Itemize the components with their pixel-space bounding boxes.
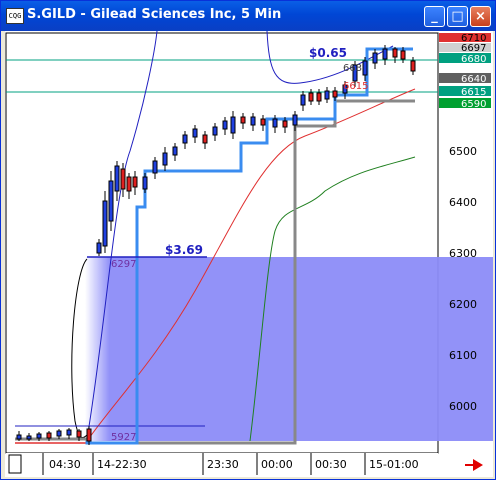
annotation-6615: 6615 [343,81,368,92]
price-tag-6680-bg [439,53,491,63]
y-label-6400: 6400 [449,196,477,209]
lower-band-line [249,156,416,442]
annotation-663: 663 [343,63,362,74]
x-axis-area [6,453,438,475]
title-bar[interactable]: CQG S.GILD - Gilead Sciences Inc, 5 Min … [1,1,495,31]
annotation-0-65: $0.65 [309,46,347,60]
x-label-0430: 04:30 [49,458,81,471]
price-tag-6640: 6640 [461,74,486,85]
cqg-app-icon[interactable]: CQG [6,8,24,24]
annotation-3-69: $3.69 [165,243,203,257]
x-label-2330: 23:30 [207,458,239,471]
window-title: S.GILD - Gilead Sciences Inc, 5 Min [27,7,282,22]
y-label-6200: 6200 [449,298,477,311]
price-chart[interactable]: $0.65 $3.69 6297 5927 6615 663 6500 6400… [5,31,493,477]
price-tags: 6710 6697 6680 6640 6615 6590 [439,33,491,110]
scroll-handle[interactable] [8,454,22,474]
price-tag-6615: 6615 [461,87,486,98]
y-label-6500: 6500 [449,145,477,158]
close-button[interactable]: × [470,6,491,27]
price-tag-6710-bg [439,33,491,42]
scroll-right-arrow-icon[interactable] [473,459,483,471]
price-tag-6590-bg [439,98,491,108]
price-range-box[interactable] [85,257,493,441]
price-tag-6697-bg [439,43,491,52]
price-tag-6680: 6680 [461,54,486,65]
x-label-0000: 00:00 [261,458,293,471]
price-tag-6640-bg [439,73,491,83]
price-tag-6697: 6697 [461,43,486,54]
chart-client-area: $0.65 $3.69 6297 5927 6615 663 6500 6400… [5,31,493,477]
y-label-6000: 6000 [449,400,477,413]
candlesticks [16,45,416,445]
price-tag-6590: 6590 [461,99,486,110]
y-label-6300: 6300 [449,247,477,260]
y-axis-labels: 6500 6400 6300 6200 6100 6000 [449,145,477,413]
x-label-15-0100: 15-01:00 [369,458,419,471]
annotation-6297: 6297 [111,259,136,270]
trailing-line [85,47,413,445]
price-tag-6710: 6710 [461,33,486,44]
upper-band-line [86,31,158,440]
x-axis-labels: 04:30 14-22:30 23:30 00:00 00:30 15-01:0… [42,453,419,475]
price-tag-6615-bg [439,86,491,96]
maximize-button[interactable]: □ [447,6,468,27]
x-label-0030: 00:30 [315,458,347,471]
moving-average-line [86,88,416,442]
annotation-5927: 5927 [111,432,136,443]
minimize-button[interactable]: _ [424,6,445,27]
y-label-6100: 6100 [449,349,477,362]
x-label-14-2230: 14-22:30 [97,458,147,471]
